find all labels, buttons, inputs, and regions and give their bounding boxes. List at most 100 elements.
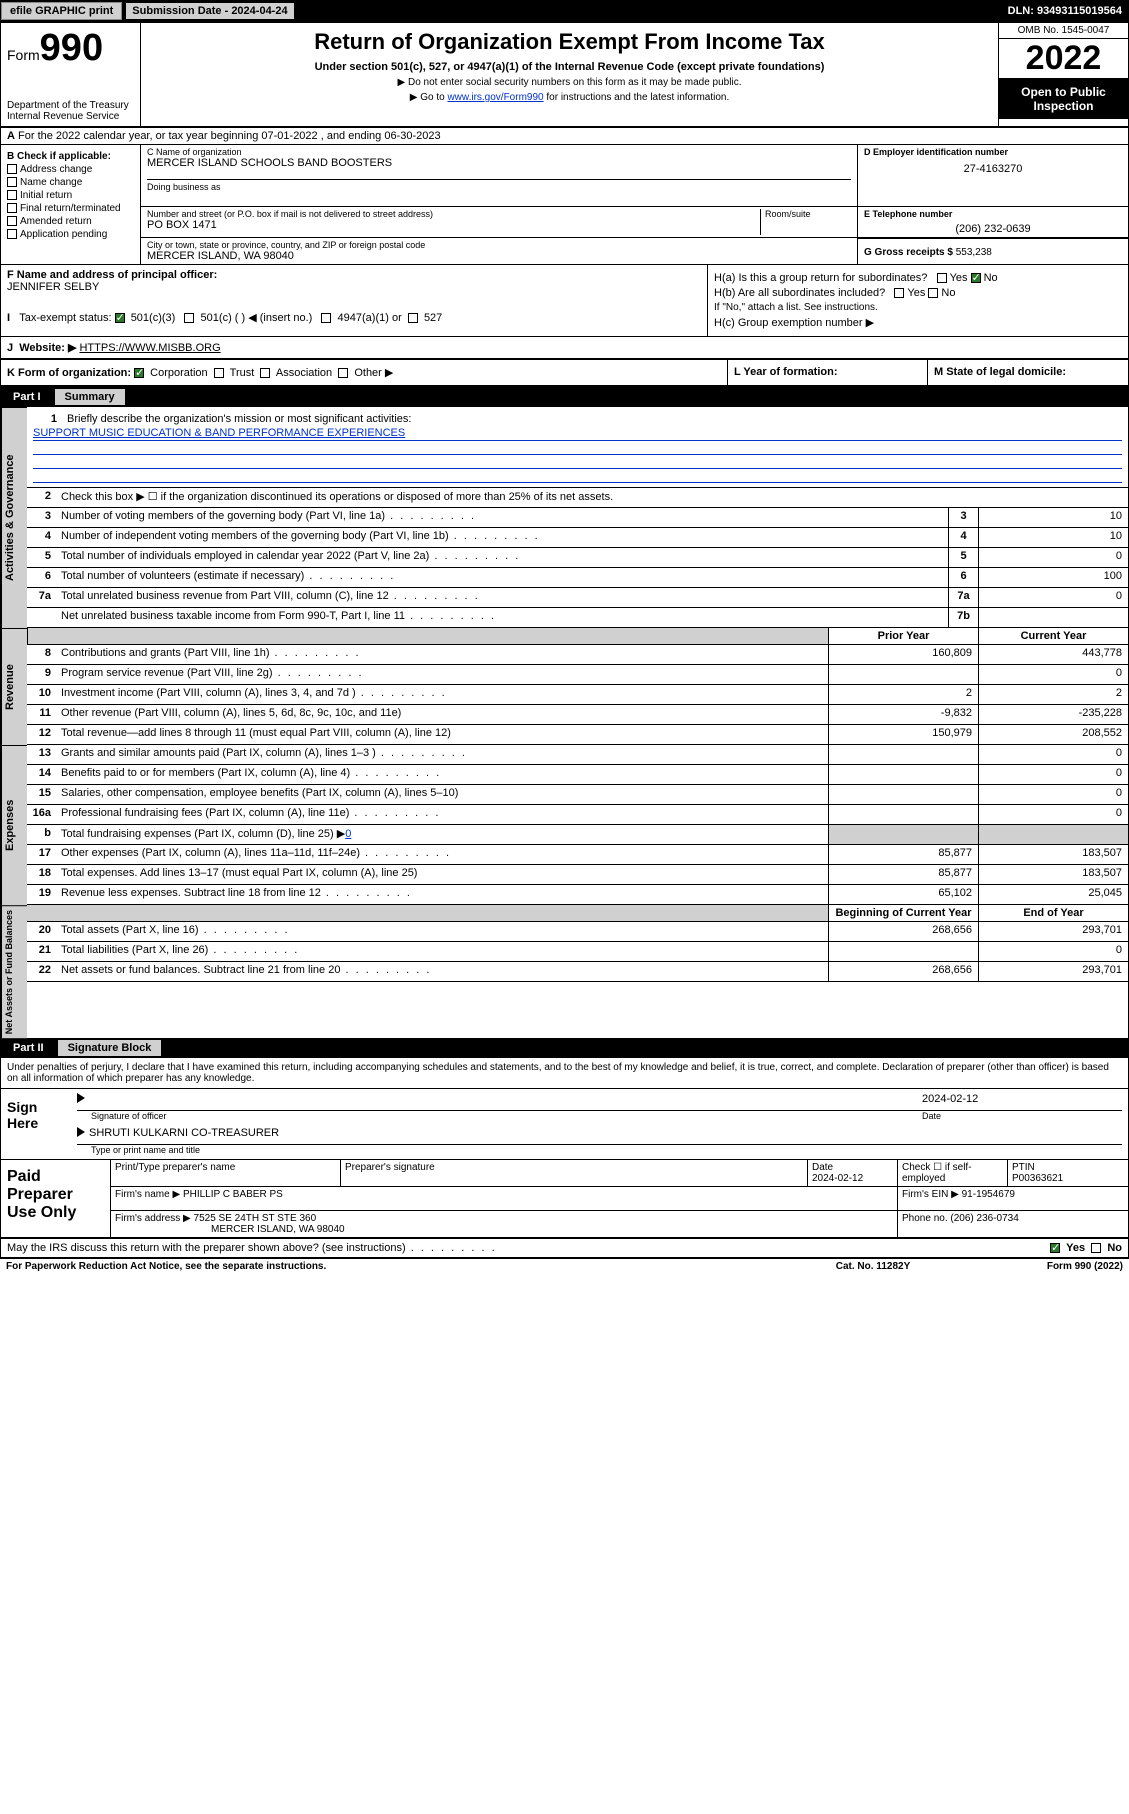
line19-text: Revenue less expenses. Subtract line 18 … — [57, 885, 828, 904]
line14-current: 0 — [978, 765, 1128, 784]
line17-current: 183,507 — [978, 845, 1128, 864]
omb-number: OMB No. 1545-0047 — [999, 23, 1128, 39]
officer-name: JENNIFER SELBY — [7, 281, 701, 293]
chk-name-change[interactable] — [7, 177, 17, 187]
arrow-icon — [77, 1093, 85, 1103]
form-header: Form990 Department of the Treasury Inter… — [1, 23, 1128, 128]
line7a-text: Total unrelated business revenue from Pa… — [57, 588, 948, 607]
part2-num: Part II — [9, 1040, 54, 1056]
firm-addr-label: Firm's address ▶ — [115, 1213, 191, 1224]
chk-assoc[interactable] — [260, 368, 270, 378]
website-link[interactable]: HTTPS://WWW.MISBB.ORG — [79, 342, 220, 354]
line21-text: Total liabilities (Part X, line 26) — [57, 942, 828, 961]
line22-beg: 268,656 — [828, 962, 978, 981]
chk-address-change[interactable] — [7, 164, 17, 174]
self-employed-hdr: Check ☐ if self-employed — [898, 1160, 1008, 1186]
efile-print-button[interactable]: efile GRAPHIC print — [1, 2, 122, 20]
chk-501c[interactable] — [184, 313, 194, 323]
line11-prior: -9,832 — [828, 705, 978, 724]
line20-beg: 268,656 — [828, 922, 978, 941]
line7b-text: Net unrelated business taxable income fr… — [57, 608, 948, 627]
form-org-label: K Form of organization: — [7, 367, 131, 379]
gross-receipts-value: 553,238 — [956, 247, 992, 258]
opt-initial-return: Initial return — [20, 190, 72, 201]
hdr-prior-year: Prior Year — [828, 628, 978, 644]
chk-ha-yes[interactable] — [937, 273, 947, 283]
opt-corp: Corporation — [150, 367, 207, 379]
opt-4947: 4947(a)(1) or — [338, 312, 402, 324]
officer-label: F Name and address of principal officer: — [7, 269, 217, 281]
line4-text: Number of independent voting members of … — [57, 528, 948, 547]
line7b-val — [978, 608, 1128, 627]
opt-amended: Amended return — [20, 216, 92, 227]
firm-ein: 91-1954679 — [962, 1189, 1015, 1200]
addr-label: Number and street (or P.O. box if mail i… — [147, 209, 760, 219]
part2-header: Part II Signature Block — [1, 1038, 1128, 1058]
hc-label: H(c) Group exemption number ▶ — [714, 316, 1122, 329]
chk-initial-return[interactable] — [7, 190, 17, 200]
line3-text: Number of voting members of the governin… — [57, 508, 948, 527]
ptin-hdr: PTIN — [1012, 1162, 1124, 1173]
irs-link[interactable]: www.irs.gov/Form990 — [447, 92, 543, 103]
chk-discuss-no[interactable] — [1091, 1243, 1101, 1253]
chk-corp[interactable] — [134, 368, 144, 378]
ptin-val: P00363621 — [1012, 1173, 1124, 1184]
line5-val: 0 — [978, 548, 1128, 567]
vlabel-expenses: Expenses — [1, 745, 27, 905]
chk-hb-no[interactable] — [928, 288, 938, 298]
col-b-header: B Check if applicable: — [7, 151, 111, 162]
line9-text: Program service revenue (Part VIII, line… — [57, 665, 828, 684]
city-value: MERCER ISLAND, WA 98040 — [147, 250, 851, 262]
line5-text: Total number of individuals employed in … — [57, 548, 948, 567]
line16a-text: Professional fundraising fees (Part IX, … — [57, 805, 828, 824]
chk-527[interactable] — [408, 313, 418, 323]
line11-current: -235,228 — [978, 705, 1128, 724]
vlabel-revenue: Revenue — [1, 628, 27, 745]
chk-application-pending[interactable] — [7, 229, 17, 239]
hdr-end-year: End of Year — [978, 905, 1128, 921]
officer-sig-label: Signature of officer — [77, 1111, 922, 1121]
ein-value: 27-4163270 — [864, 163, 1122, 175]
dept-treasury: Department of the Treasury — [7, 100, 134, 111]
date-label: Date — [922, 1111, 1122, 1121]
hb-label: H(b) Are all subordinates included? — [714, 287, 885, 299]
firm-name-label: Firm's name ▶ — [115, 1189, 180, 1200]
prep-sig-hdr: Preparer's signature — [341, 1160, 808, 1186]
chk-discuss-yes[interactable] — [1050, 1243, 1060, 1253]
hb-no: No — [941, 287, 955, 299]
ha-yes: Yes — [950, 272, 968, 284]
line9-prior — [828, 665, 978, 684]
goto-pre: ▶ Go to — [410, 92, 448, 103]
line16b-val: 0 — [345, 828, 351, 840]
chk-final-return[interactable] — [7, 203, 17, 213]
line22-end: 293,701 — [978, 962, 1128, 981]
irs-label: Internal Revenue Service — [7, 111, 134, 122]
opt-501c3: 501(c)(3) — [131, 312, 176, 324]
chk-other[interactable] — [338, 368, 348, 378]
line21-beg — [828, 942, 978, 961]
chk-501c3[interactable] — [115, 313, 125, 323]
chk-trust[interactable] — [214, 368, 224, 378]
part1-num: Part I — [9, 389, 51, 405]
chk-hb-yes[interactable] — [894, 288, 904, 298]
opt-527: 527 — [424, 312, 442, 324]
firm-phone: (206) 236-0734 — [950, 1213, 1018, 1224]
arrow-icon — [77, 1127, 85, 1137]
ein-label: D Employer identification number — [864, 147, 1008, 157]
firm-addr1: 7525 SE 24TH ST STE 360 — [194, 1213, 317, 1224]
city-label: City or town, state or province, country… — [147, 240, 851, 250]
chk-amended[interactable] — [7, 216, 17, 226]
hdr-beginning: Beginning of Current Year — [828, 905, 978, 921]
line10-prior: 2 — [828, 685, 978, 704]
chk-4947[interactable] — [321, 313, 331, 323]
sig-intro: Under penalties of perjury, I declare th… — [1, 1058, 1128, 1089]
form-number: 990 — [40, 27, 103, 69]
line2-text: Check this box ▶ ☐ if the organization d… — [57, 488, 1128, 507]
org-name-label: C Name of organization — [147, 147, 851, 157]
form-container: Form990 Department of the Treasury Inter… — [0, 22, 1129, 1259]
goto-post: for instructions and the latest informat… — [544, 92, 730, 103]
part2-title: Signature Block — [58, 1040, 162, 1056]
line13-current: 0 — [978, 745, 1128, 764]
line18-prior: 85,877 — [828, 865, 978, 884]
chk-ha-no[interactable] — [971, 273, 981, 283]
